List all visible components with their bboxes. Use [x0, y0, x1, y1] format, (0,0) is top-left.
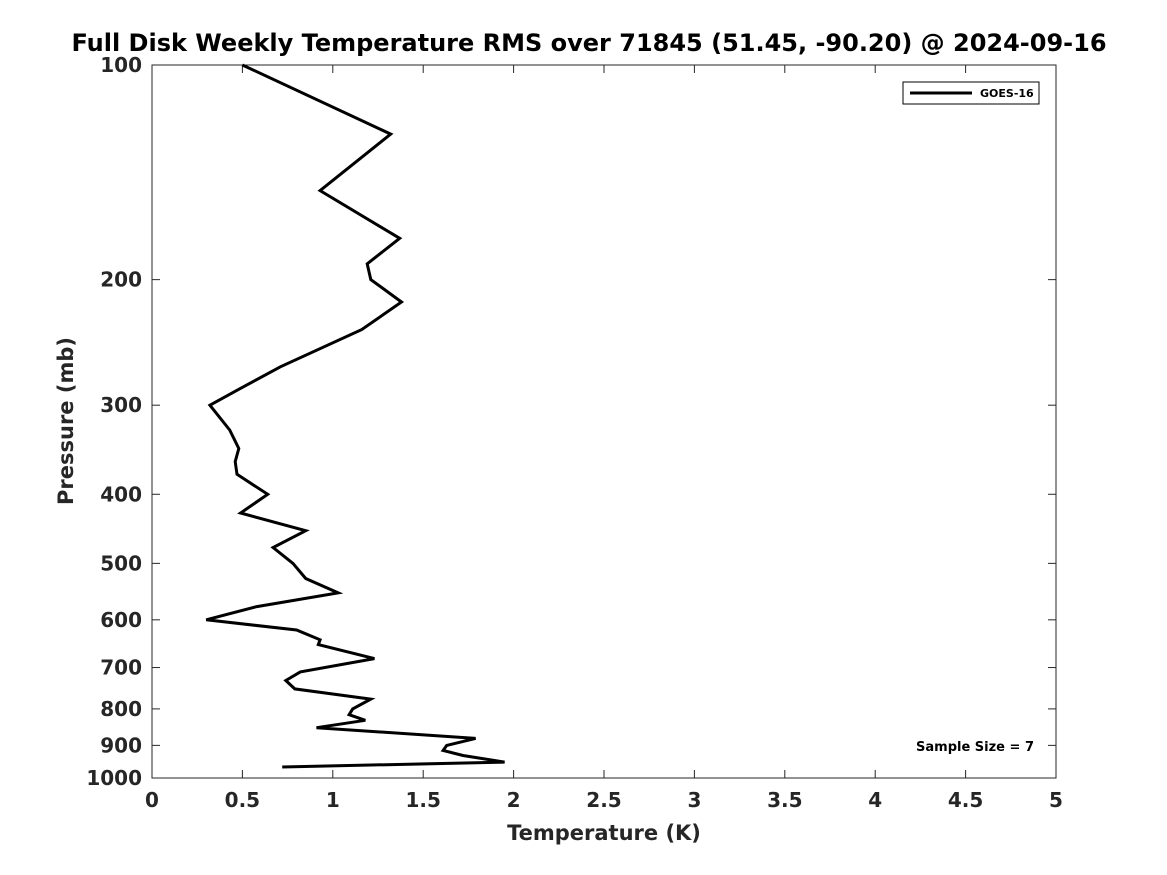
y-axis-label: Pressure (mb) — [54, 337, 78, 505]
x-tick-label: 0 — [145, 788, 159, 812]
x-tick-label: 1 — [326, 788, 340, 812]
x-tick-label: 0.5 — [225, 788, 260, 812]
y-tick-label: 500 — [100, 551, 142, 575]
plot-area-frame — [151, 64, 1057, 779]
x-axis-label: Temperature (K) — [507, 821, 701, 845]
y-tick-label: 300 — [100, 393, 142, 417]
y-tick-label: 100 — [100, 53, 142, 77]
y-tick-label: 600 — [100, 608, 142, 632]
x-tick-label: 3.5 — [767, 788, 802, 812]
series-layer — [205, 63, 505, 769]
series-line-goes-16 — [205, 63, 505, 769]
chart-title: Full Disk Weekly Temperature RMS over 71… — [71, 29, 1106, 57]
sample-size-annotation: Sample Size = 7 — [916, 740, 1034, 755]
y-tick-label: 200 — [100, 268, 142, 292]
legend-entry-goes-16: GOES-16 — [980, 87, 1034, 100]
x-tick-label: 1.5 — [405, 788, 440, 812]
y-tick-label: 700 — [100, 656, 142, 680]
x-tick-label: 5 — [1049, 788, 1063, 812]
x-tick-label: 2.5 — [586, 788, 621, 812]
x-tick-label: 2 — [507, 788, 521, 812]
axes — [151, 64, 1057, 779]
y-tick-label: 800 — [100, 697, 142, 721]
y-tick-label: 1000 — [86, 766, 142, 790]
y-tick-label: 400 — [100, 482, 142, 506]
x-tick-label: 4 — [868, 788, 882, 812]
x-tick-label: 3 — [687, 788, 701, 812]
x-tick-label: 4.5 — [948, 788, 983, 812]
legend: GOES-16 — [902, 81, 1040, 105]
y-axis-ticks: 100 200 300 400 500 600 700 800 900 1000 — [86, 53, 1056, 790]
y-tick-label: 900 — [100, 733, 142, 757]
x-axis-ticks: 0 0.5 1 1.5 2 2.5 3 3.5 4 4.5 5 — [145, 65, 1063, 812]
